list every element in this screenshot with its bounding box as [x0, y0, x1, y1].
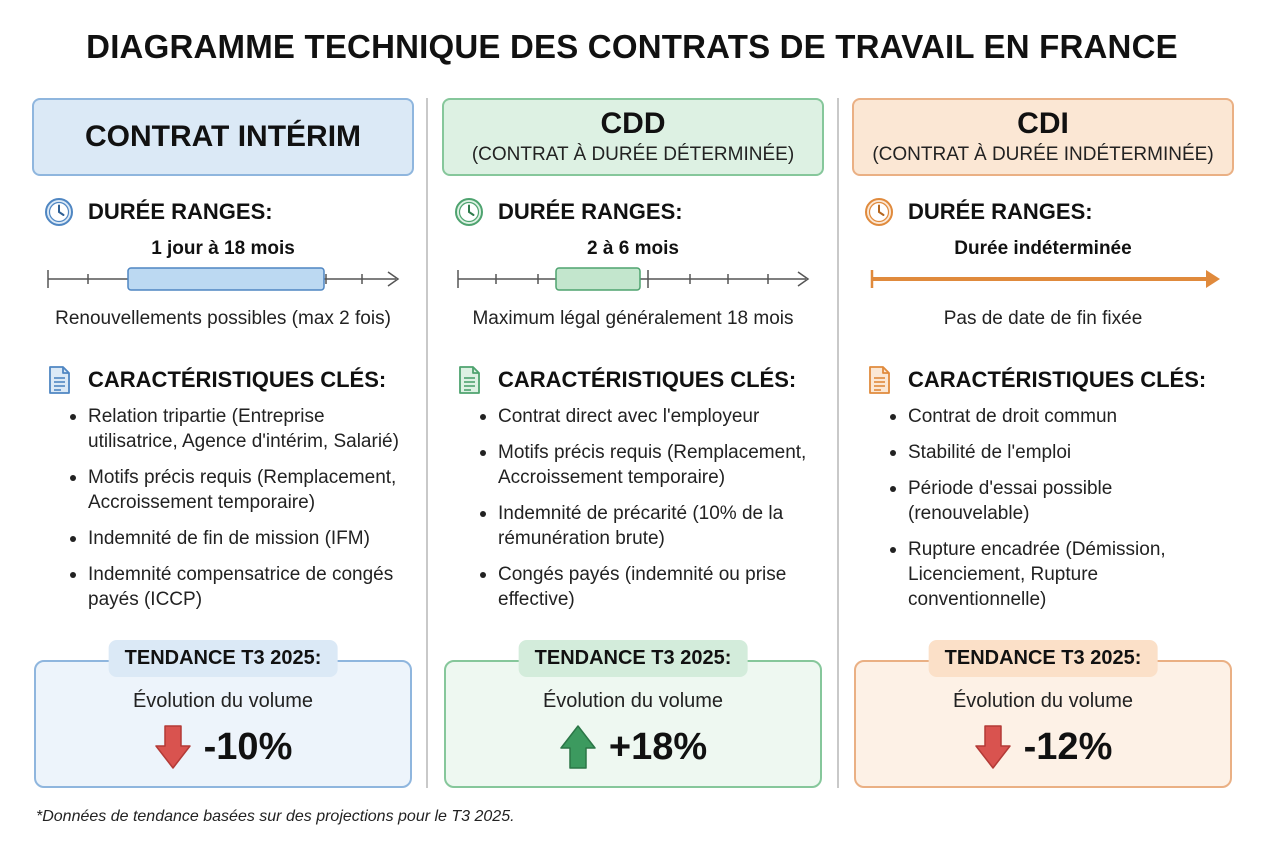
- contract-column-interim: CONTRAT INTÉRIM DURÉE RANGES: 1 jour à 1…: [32, 98, 414, 788]
- column-divider: [426, 98, 428, 788]
- list-item: Indemnité de précarité (10% de la rémuné…: [478, 501, 818, 551]
- duration-note: Maximum légal généralement 18 mois: [472, 308, 794, 329]
- trend-heading: TENDANCE T3 2025:: [928, 640, 1158, 677]
- page-title: DIAGRAMME TECHNIQUE DES CONTRATS DE TRAV…: [86, 28, 1178, 65]
- contract-header: CDD (CONTRAT À DURÉE DÉTERMINÉE): [442, 98, 824, 176]
- document-icon: [869, 366, 890, 394]
- trend-value: -10%: [203, 725, 293, 768]
- clock-icon: [455, 198, 483, 226]
- arrow-up-icon: [560, 725, 596, 769]
- duration-range-bar: [555, 267, 641, 291]
- list-item: Motifs précis requis (Remplacement, Accr…: [68, 465, 408, 515]
- contract-column-cdi: CDI (CONTRAT À DURÉE INDÉTERMINÉE) DURÉE…: [852, 98, 1234, 788]
- trend-subtitle: Évolution du volume: [542, 690, 724, 712]
- duration-heading: DURÉE RANGES:: [864, 196, 1093, 228]
- list-item: Contrat direct avec l'employeur: [478, 404, 818, 429]
- features-heading: CARACTÉRISTIQUES CLÉS:: [44, 364, 386, 396]
- trend-value-row: -10%: [36, 724, 410, 770]
- duration-range-bar: [127, 267, 325, 291]
- trend-box: TENDANCE T3 2025: Évolution du volume -1…: [854, 640, 1232, 788]
- trend-value-row: +18%: [446, 724, 820, 770]
- list-item: Contrat de droit commun: [888, 404, 1228, 429]
- document-icon: [459, 366, 480, 394]
- contract-name: CONTRAT INTÉRIM: [84, 120, 362, 153]
- features-list: Contrat de droit commun Stabilité de l'e…: [888, 404, 1228, 623]
- duration-heading: DURÉE RANGES:: [454, 196, 683, 228]
- document-icon: [49, 366, 70, 394]
- features-list: Relation tripartie (Entreprise utilisatr…: [68, 404, 408, 623]
- features-heading: CARACTÉRISTIQUES CLÉS:: [864, 364, 1206, 396]
- duration-note: Pas de date de fin fixée: [943, 308, 1143, 329]
- trend-subtitle: Évolution du volume: [952, 690, 1134, 712]
- trend-box: TENDANCE T3 2025: Évolution du volume -1…: [34, 640, 412, 788]
- duration-timeline: [457, 267, 810, 291]
- contract-header: CONTRAT INTÉRIM: [32, 98, 414, 176]
- duration-note: Renouvellements possibles (max 2 fois): [55, 308, 391, 329]
- list-item: Rupture encadrée (Démission, Licenciemen…: [888, 537, 1228, 612]
- contract-column-cdd: CDD (CONTRAT À DURÉE DÉTERMINÉE) DURÉE R…: [442, 98, 824, 788]
- features-list: Contrat direct avec l'employeur Motifs p…: [478, 404, 818, 623]
- duration-timeline: [47, 267, 400, 291]
- contract-subtitle: (CONTRAT À DURÉE DÉTERMINÉE): [471, 144, 795, 165]
- footnote: *Données de tendance basées sur des proj…: [36, 808, 515, 825]
- trend-heading: TENDANCE T3 2025:: [518, 640, 748, 677]
- trend-value: -12%: [1023, 725, 1113, 768]
- list-item: Période d'essai possible (renouvelable): [888, 476, 1228, 526]
- list-item: Relation tripartie (Entreprise utilisatr…: [68, 404, 408, 454]
- duration-range-label: 1 jour à 18 mois: [151, 238, 295, 259]
- duration-range-label: 2 à 6 mois: [587, 238, 679, 259]
- column-divider: [837, 98, 839, 788]
- list-item: Indemnité compensatrice de congés payés …: [68, 562, 408, 612]
- trend-value-row: -12%: [856, 724, 1230, 770]
- features-heading: CARACTÉRISTIQUES CLÉS:: [454, 364, 796, 396]
- list-item: Indemnité de fin de mission (IFM): [68, 526, 408, 551]
- trend-box: TENDANCE T3 2025: Évolution du volume +1…: [444, 640, 822, 788]
- arrow-down-icon: [974, 725, 1011, 769]
- contract-header: CDI (CONTRAT À DURÉE INDÉTERMINÉE): [852, 98, 1234, 176]
- trend-heading: TENDANCE T3 2025:: [108, 640, 338, 677]
- clock-icon: [45, 198, 73, 226]
- list-item: Stabilité de l'emploi: [888, 440, 1228, 465]
- arrow-down-icon: [154, 725, 191, 769]
- trend-subtitle: Évolution du volume: [132, 690, 314, 712]
- duration-timeline: [870, 270, 1220, 288]
- clock-icon: [865, 198, 893, 226]
- contract-name: CDI: [1017, 107, 1069, 140]
- contract-name: CDD: [600, 107, 666, 140]
- list-item: Motifs précis requis (Remplacement, Accr…: [478, 440, 818, 490]
- contract-subtitle: (CONTRAT À DURÉE INDÉTERMINÉE): [872, 144, 1214, 165]
- trend-value: +18%: [608, 725, 708, 768]
- duration-range-label: Durée indéterminée: [954, 238, 1132, 259]
- duration-heading: DURÉE RANGES:: [44, 196, 273, 228]
- list-item: Congés payés (indemnité ou prise effecti…: [478, 562, 818, 612]
